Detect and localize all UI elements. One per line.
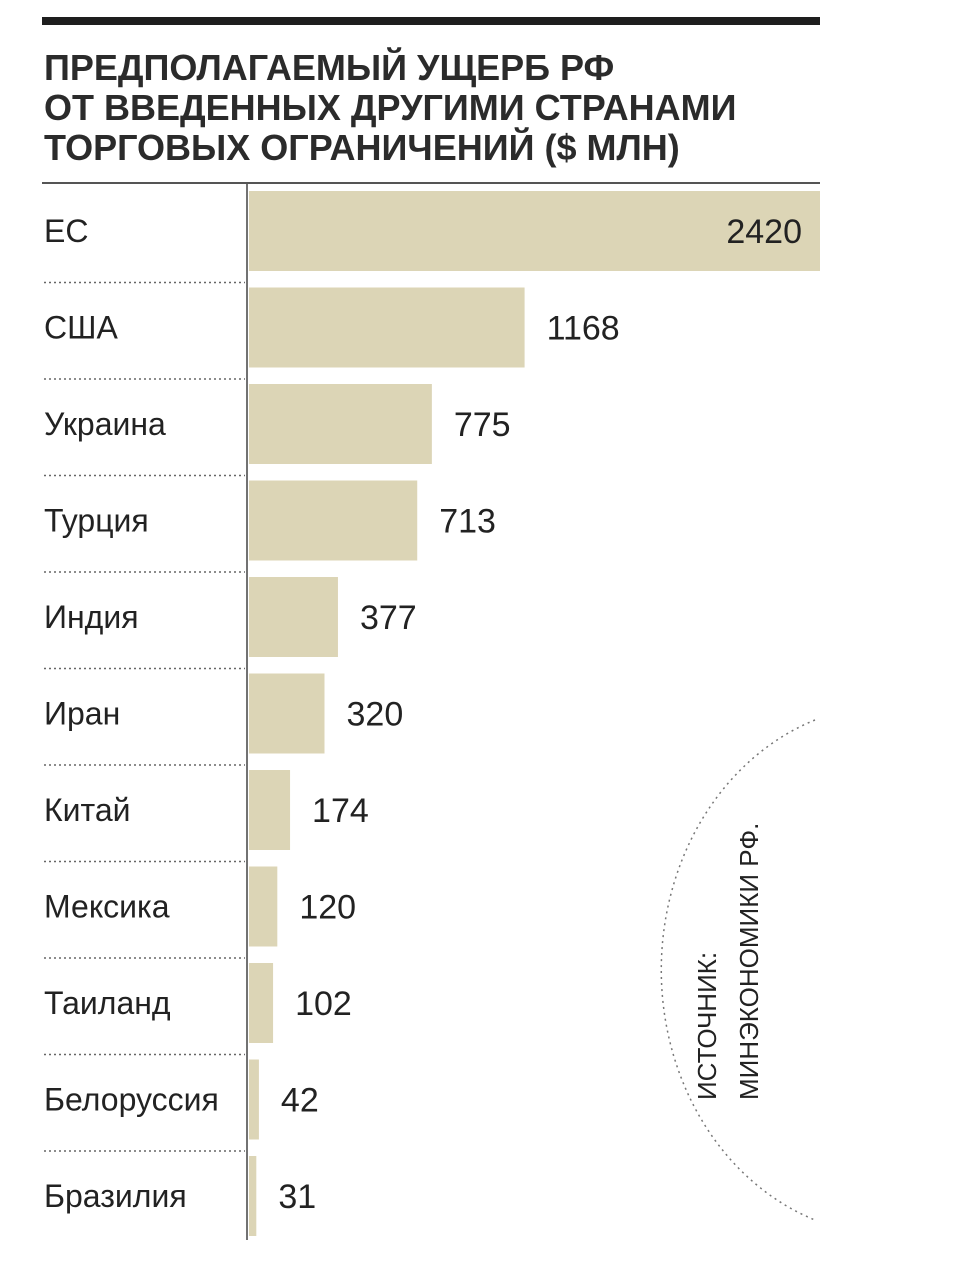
category-label-6: Иран <box>44 696 120 732</box>
bar-7 <box>249 770 291 850</box>
category-label-5: Индия <box>44 599 139 635</box>
value-label-8: 120 <box>299 889 356 927</box>
bar-4 <box>249 480 418 561</box>
category-labels: ЕС США Украина Турция Индия Иран Китай Мексика Т… <box>44 213 219 1214</box>
category-label-4: Турция <box>44 503 149 539</box>
category-label-8: Мексика <box>44 889 170 925</box>
bar-10 <box>249 1059 259 1140</box>
bar-3 <box>249 384 432 464</box>
source-line-2: МИНЭКОНОМИКИ РФ. <box>734 823 764 1100</box>
value-label-1: 2420 <box>726 213 802 251</box>
value-label-4: 713 <box>439 503 496 541</box>
value-label-6: 320 <box>347 696 404 734</box>
title-line-3: ТОРГОВЫХ ОГРАНИЧЕНИЙ ($ МЛН) <box>44 126 680 168</box>
value-label-5: 377 <box>360 599 417 637</box>
value-label-10: 42 <box>281 1082 319 1120</box>
source-text: ИСТОЧНИК: МИНЭКОНОМИКИ РФ. <box>692 823 764 1100</box>
title-line-2: ОТ ВВЕДЕННЫХ ДРУГИМИ СТРАНАМИ <box>44 87 736 128</box>
value-label-11: 31 <box>278 1178 316 1216</box>
value-label-7: 174 <box>312 792 369 830</box>
source-arc <box>660 719 816 1221</box>
bar-11 <box>249 1156 257 1236</box>
row-separators <box>44 281 245 1152</box>
bar-1 <box>249 191 820 271</box>
category-label-11: Бразилия <box>44 1178 187 1214</box>
bar-5 <box>249 577 338 657</box>
chart-title: ПРЕДПОЛАГАЕМЫЙ УЩЕРБ РФ ОТ ВВЕДЕННЫХ ДРУ… <box>44 46 736 168</box>
value-label-3: 775 <box>454 406 511 444</box>
category-label-1: ЕС <box>44 213 88 249</box>
bar-6 <box>249 673 325 754</box>
source-line-1: ИСТОЧНИК: <box>692 952 722 1100</box>
bar-8 <box>249 866 278 947</box>
category-label-2: США <box>44 310 118 346</box>
title-line-1: ПРЕДПОЛАГАЕМЫЙ УЩЕРБ РФ <box>44 46 614 88</box>
category-label-10: Белоруссия <box>44 1082 219 1118</box>
bars <box>249 191 820 1236</box>
value-label-9: 102 <box>295 985 352 1023</box>
category-label-7: Китай <box>44 792 130 828</box>
category-label-3: Украина <box>44 406 166 442</box>
bar-9 <box>249 963 274 1043</box>
value-labels: 2420 1168 775 713 377 320 174 120 102 42 31 <box>278 213 802 1216</box>
value-label-2: 1168 <box>547 310 620 348</box>
category-label-9: Таиланд <box>44 985 171 1021</box>
bar-2 <box>249 287 525 368</box>
